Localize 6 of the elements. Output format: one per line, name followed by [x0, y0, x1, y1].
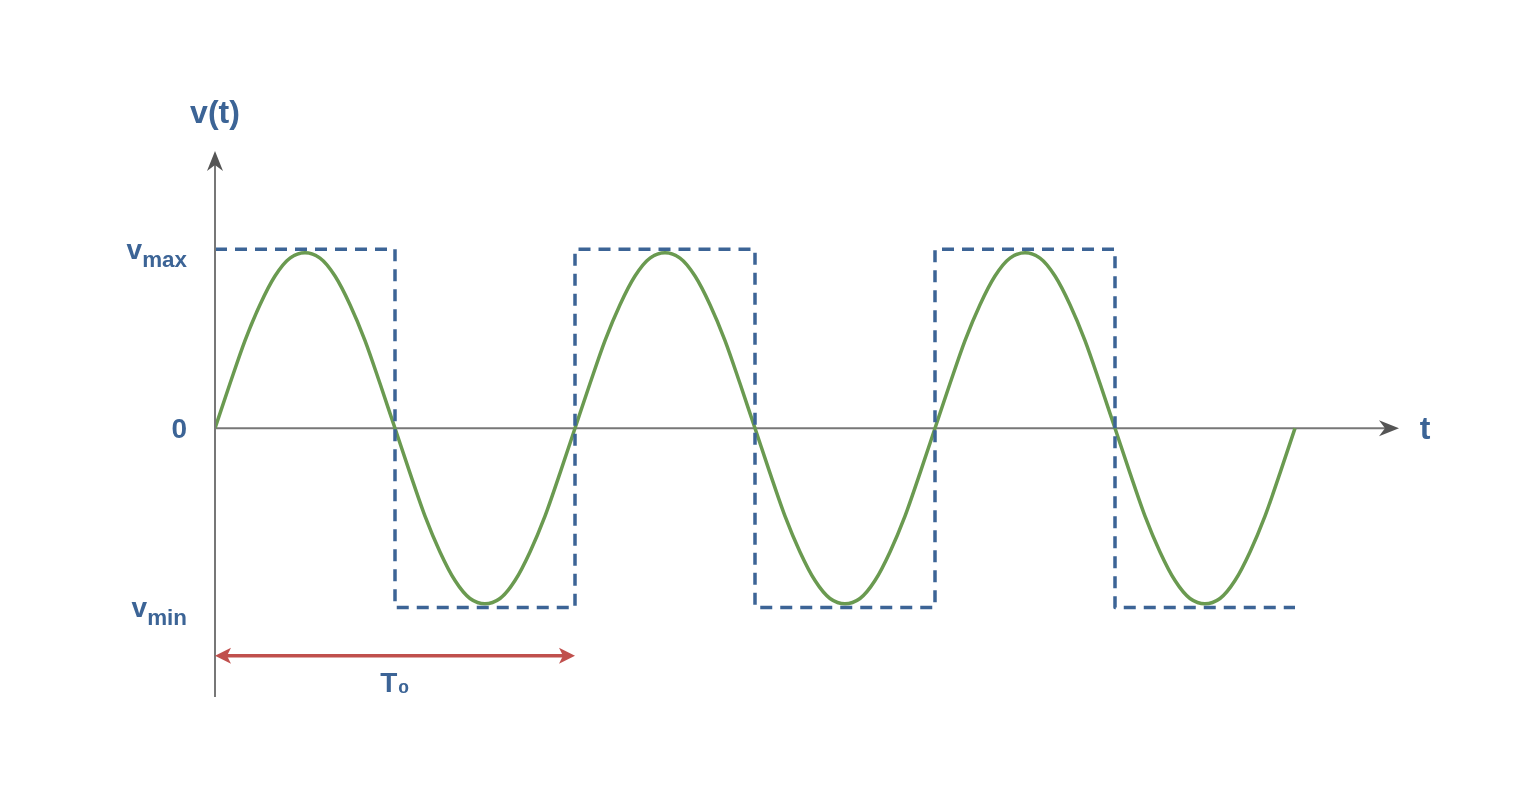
text: v$_{min}$ — [131, 592, 187, 631]
text: v$_{max}$ — [126, 234, 188, 272]
y-axis-title: v(t) — [190, 94, 240, 130]
text: T₀ — [380, 666, 410, 698]
x-axis-title: t — [1419, 410, 1431, 447]
text: 0 — [171, 413, 187, 445]
